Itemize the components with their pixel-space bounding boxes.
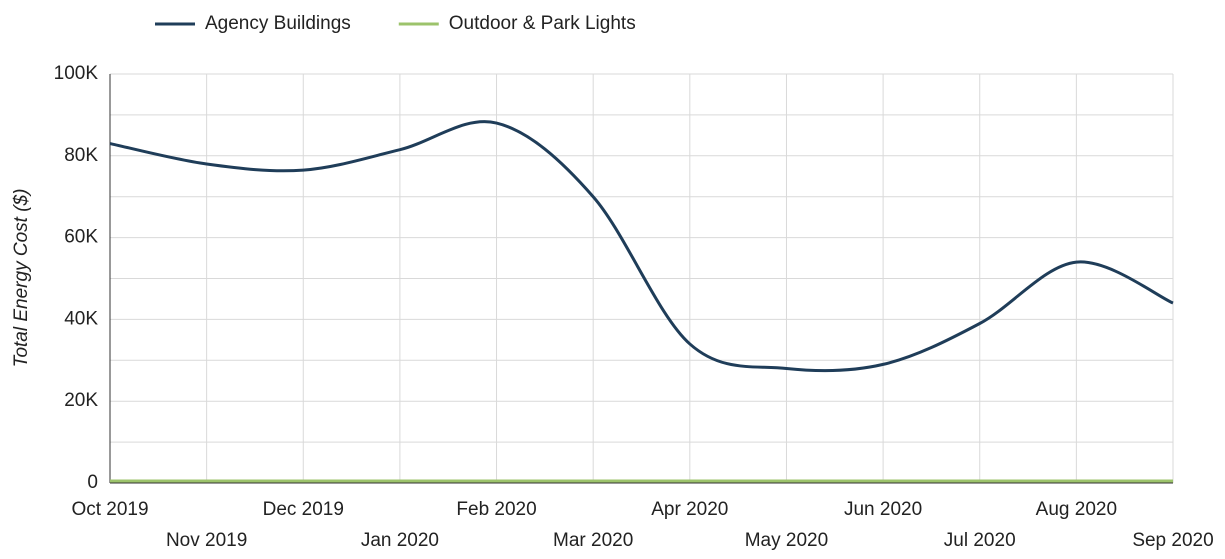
- x-tick-label: Feb 2020: [456, 499, 536, 520]
- x-tick-label: Jan 2020: [361, 530, 439, 551]
- y-axis-label: Total Energy Cost ($): [11, 189, 32, 368]
- x-tick-label: Mar 2020: [553, 530, 633, 551]
- x-tick-label: Apr 2020: [651, 499, 728, 520]
- x-tick-label: Nov 2019: [166, 530, 247, 551]
- y-tick-label: 0: [87, 472, 98, 493]
- x-tick-label: Jun 2020: [844, 499, 922, 520]
- y-tick-label: 100K: [54, 63, 99, 84]
- y-tick-label: 40K: [64, 308, 98, 329]
- series-line: [109, 120, 1174, 373]
- x-tick-label: Jul 2020: [944, 530, 1016, 551]
- legend-label: Outdoor & Park Lights: [449, 13, 636, 34]
- x-tick-label: Sep 2020: [1132, 530, 1213, 551]
- y-tick-label: 60K: [64, 227, 98, 248]
- x-tick-label: Aug 2020: [1036, 499, 1117, 520]
- x-tick-label: Oct 2019: [71, 499, 148, 520]
- y-tick-label: 80K: [64, 145, 98, 166]
- x-tick-label: May 2020: [745, 530, 828, 551]
- legend-label: Agency Buildings: [205, 13, 351, 34]
- y-tick-label: 20K: [64, 390, 98, 411]
- x-tick-label: Dec 2019: [263, 499, 344, 520]
